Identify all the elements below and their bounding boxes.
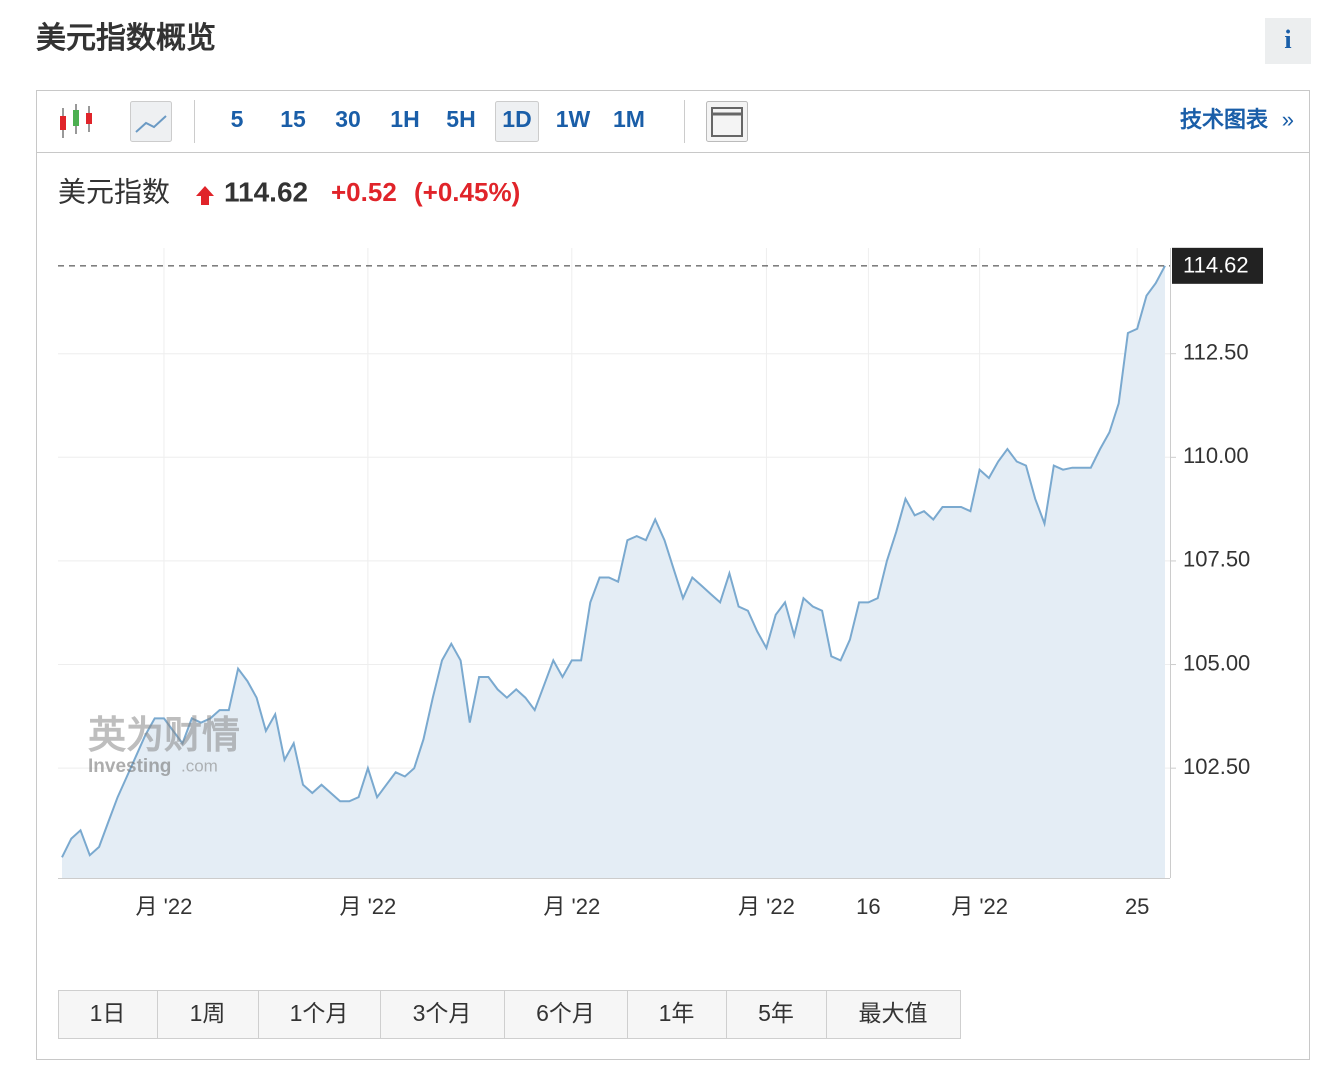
x-tick-label: 16	[856, 894, 880, 919]
tech-chart-arrow[interactable]: »	[1282, 107, 1294, 132]
interval-button[interactable]: 1D	[502, 106, 531, 132]
range-button[interactable]	[157, 990, 259, 1039]
interval-button[interactable]: 1H	[390, 106, 419, 132]
x-tick-label: 月 '22	[951, 894, 1008, 919]
range-button[interactable]	[627, 990, 727, 1039]
range-button[interactable]	[380, 990, 505, 1039]
range-label[interactable]: 最大值	[859, 1000, 928, 1026]
last-price-tag	[1172, 247, 1263, 284]
watermark-cn: 英为财情	[88, 715, 240, 757]
y-tick-label: 105.00	[1183, 650, 1250, 675]
range-button[interactable]	[504, 990, 628, 1039]
info-button[interactable]	[1265, 18, 1311, 64]
watermark-suffix: .com	[181, 756, 218, 775]
tech-chart-link[interactable]: 技术图表	[1180, 107, 1269, 132]
line	[61, 265, 1166, 858]
interval-button[interactable]: 1M	[613, 106, 645, 132]
quote-name: 美元指数	[58, 176, 170, 207]
y-tick-label: 110.00	[1183, 443, 1249, 468]
x-tick-label: 月 '22	[543, 894, 600, 919]
range-label[interactable]: 5年	[758, 1000, 794, 1026]
range-label[interactable]: 1日	[90, 1000, 126, 1026]
y-tick-label: 102.50	[1183, 754, 1250, 779]
line-icon[interactable]	[130, 101, 172, 142]
range-label[interactable]: 1年	[659, 1000, 695, 1026]
watermark-en: Investing	[88, 756, 171, 777]
layout-icon-glyph	[711, 107, 743, 137]
quote-price: 114.62	[224, 176, 308, 207]
last-price-label: 114.62	[1183, 253, 1249, 278]
range-label[interactable]: 1个月	[290, 1000, 349, 1026]
line-icon-glyph	[135, 115, 167, 133]
y-tick-label: 112.50	[1183, 340, 1249, 365]
range-label[interactable]: 3个月	[413, 1000, 472, 1026]
range-label[interactable]: 1周	[190, 1000, 226, 1026]
range-button[interactable]	[826, 990, 961, 1039]
up-arrow	[196, 186, 214, 205]
interval-button[interactable]: 1W	[556, 106, 591, 132]
interval-button[interactable]: 5	[231, 106, 244, 132]
range-label[interactable]: 6个月	[536, 1000, 595, 1026]
quote-change: +0.52	[331, 177, 397, 207]
range-button[interactable]	[726, 990, 827, 1039]
x-tick-label: 月 '22	[136, 894, 193, 919]
range-button[interactable]	[58, 990, 158, 1039]
page-title: 美元指数概览	[36, 21, 216, 55]
area	[62, 265, 1165, 878]
candle-icon[interactable]	[60, 104, 92, 138]
info-icon[interactable]: i	[1284, 25, 1291, 54]
x-tick-label: 月 '22	[339, 894, 396, 919]
interval-selected[interactable]	[495, 101, 539, 142]
interval-button[interactable]: 5H	[446, 106, 475, 132]
x-tick-label: 月 '22	[738, 894, 795, 919]
y-tick-label: 107.50	[1183, 547, 1250, 572]
interval-button[interactable]: 15	[280, 106, 306, 132]
quote-change-pct: (+0.45%)	[414, 177, 520, 207]
interval-button[interactable]: 30	[335, 106, 361, 132]
layout-icon[interactable]	[706, 101, 748, 142]
x-tick-label: 25	[1125, 894, 1149, 919]
